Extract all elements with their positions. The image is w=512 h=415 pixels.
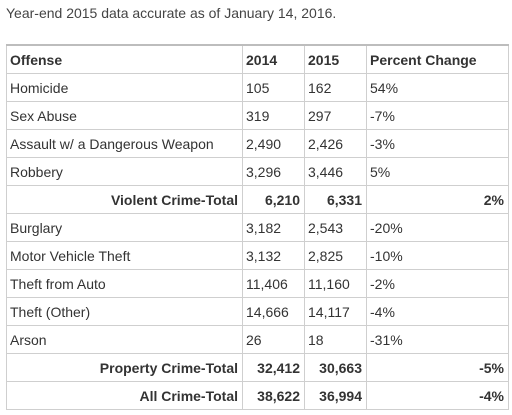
value-2015-cell: 297: [304, 101, 367, 130]
header-2014: 2014: [242, 44, 305, 74]
total-2015: 36,994: [304, 381, 367, 410]
value-2015-cell: 3,446: [304, 157, 367, 186]
value-2015-cell: 2,543: [304, 213, 367, 242]
offense-cell: Theft from Auto: [6, 269, 243, 298]
total-2014: 6,210: [242, 185, 305, 214]
table-row: Homicide 105 162 54%: [6, 73, 509, 102]
table-row: Arson 26 18 -31%: [6, 325, 509, 354]
offense-cell: Theft (Other): [6, 297, 243, 326]
violent-crime-total-row: Violent Crime-Total 6,210 6,331 2%: [6, 185, 509, 214]
total-2014: 32,412: [242, 353, 305, 382]
table-header-row: Offense 2014 2015 Percent Change: [6, 44, 509, 74]
value-2014-cell: 11,406: [242, 269, 305, 298]
offense-cell: Arson: [6, 325, 243, 354]
percent-change-cell: -2%: [366, 269, 509, 298]
value-2014-cell: 319: [242, 101, 305, 130]
table-row: Burglary 3,182 2,543 -20%: [6, 213, 509, 242]
percent-change-cell: 54%: [366, 73, 509, 102]
percent-change-cell: -31%: [366, 325, 509, 354]
table-row: Robbery 3,296 3,446 5%: [6, 157, 509, 186]
value-2014-cell: 3,296: [242, 157, 305, 186]
total-label: All Crime-Total: [6, 381, 243, 410]
value-2015-cell: 18: [304, 325, 367, 354]
offense-cell: Sex Abuse: [6, 101, 243, 130]
total-percent-change: -5%: [366, 353, 509, 382]
total-percent-change: 2%: [366, 185, 509, 214]
value-2015-cell: 11,160: [304, 269, 367, 298]
table-row: Motor Vehicle Theft 3,132 2,825 -10%: [6, 241, 509, 270]
all-crime-total-row: All Crime-Total 38,622 36,994 -4%: [6, 381, 509, 410]
percent-change-cell: -4%: [366, 297, 509, 326]
total-2015: 30,663: [304, 353, 367, 382]
value-2015-cell: 2,426: [304, 129, 367, 158]
header-2015: 2015: [304, 44, 367, 74]
total-label: Property Crime-Total: [6, 353, 243, 382]
percent-change-cell: -7%: [366, 101, 509, 130]
value-2014-cell: 105: [242, 73, 305, 102]
total-2014: 38,622: [242, 381, 305, 410]
percent-change-cell: -10%: [366, 241, 509, 270]
total-label: Violent Crime-Total: [6, 185, 243, 214]
table-row: Theft from Auto 11,406 11,160 -2%: [6, 269, 509, 298]
offense-cell: Burglary: [6, 213, 243, 242]
value-2015-cell: 162: [304, 73, 367, 102]
property-crime-total-row: Property Crime-Total 32,412 30,663 -5%: [6, 353, 509, 382]
value-2014-cell: 14,666: [242, 297, 305, 326]
percent-change-cell: -3%: [366, 129, 509, 158]
header-offense: Offense: [6, 44, 243, 74]
offense-cell: Homicide: [6, 73, 243, 102]
offense-cell: Motor Vehicle Theft: [6, 241, 243, 270]
table-row: Theft (Other) 14,666 14,117 -4%: [6, 297, 509, 326]
table-caption: Year-end 2015 data accurate as of Januar…: [6, 5, 337, 21]
table-row: Sex Abuse 319 297 -7%: [6, 101, 509, 130]
percent-change-cell: -20%: [366, 213, 509, 242]
value-2015-cell: 14,117: [304, 297, 367, 326]
value-2014-cell: 3,182: [242, 213, 305, 242]
value-2014-cell: 2,490: [242, 129, 305, 158]
value-2014-cell: 26: [242, 325, 305, 354]
value-2015-cell: 2,825: [304, 241, 367, 270]
header-percent-change: Percent Change: [366, 44, 509, 74]
total-percent-change: -4%: [366, 381, 509, 410]
crime-statistics-table: Offense 2014 2015 Percent Change Homicid…: [6, 44, 509, 410]
offense-cell: Robbery: [6, 157, 243, 186]
offense-cell: Assault w/ a Dangerous Weapon: [6, 129, 243, 158]
total-2015: 6,331: [304, 185, 367, 214]
table-row: Assault w/ a Dangerous Weapon 2,490 2,42…: [6, 129, 509, 158]
percent-change-cell: 5%: [366, 157, 509, 186]
value-2014-cell: 3,132: [242, 241, 305, 270]
